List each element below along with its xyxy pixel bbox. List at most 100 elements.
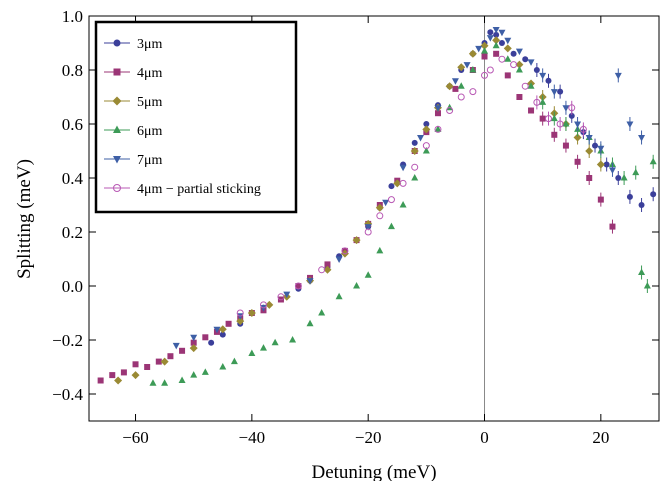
data-point xyxy=(131,371,140,380)
legend-marker xyxy=(113,39,121,47)
legend-label: 3μm xyxy=(137,37,163,52)
data-point xyxy=(434,125,442,133)
data-point xyxy=(294,282,302,290)
y-tick-label: 1.0 xyxy=(62,7,83,26)
data-point xyxy=(376,246,384,254)
data-point xyxy=(259,344,267,351)
data-point xyxy=(335,256,343,263)
x-tick-label: −20 xyxy=(355,428,382,447)
x-tick-label: 20 xyxy=(592,428,609,447)
legend: 3μm 4μm 5μm 6μm 7μm 4μm − partial sticking xyxy=(94,20,298,214)
data-point xyxy=(323,265,332,274)
data-point xyxy=(230,357,238,365)
data-point xyxy=(515,66,523,73)
y-tick-label: 0.4 xyxy=(62,169,84,188)
data-point xyxy=(545,77,552,84)
y-tick-label: 0.2 xyxy=(62,223,83,242)
data-point xyxy=(504,37,512,45)
data-point xyxy=(486,35,494,42)
data-point xyxy=(179,347,186,354)
legend-label: 4μm − partial sticking xyxy=(137,182,261,197)
y-ticks: −0.4 −0.2 0.0 0.2 0.4 0.6 0.8 1.0 xyxy=(52,7,659,404)
data-point xyxy=(388,183,395,190)
data-point xyxy=(556,120,564,128)
data-point xyxy=(213,326,221,334)
y-tick-label: −0.2 xyxy=(52,331,83,350)
plot-area: −60 −40 −20 0 20 −0.4 −0.2 0.0 0.2 0.4 0.6 0.8 1.0 xyxy=(52,7,660,447)
data-point xyxy=(481,53,488,60)
data-point xyxy=(417,135,425,142)
data-point xyxy=(539,98,547,105)
legend-label: 6μm xyxy=(137,124,163,139)
data-point xyxy=(649,157,657,165)
data-point xyxy=(638,202,645,208)
data-point xyxy=(434,105,442,112)
data-point xyxy=(411,139,418,146)
data-point xyxy=(382,199,390,207)
data-point xyxy=(521,82,529,90)
data-point xyxy=(277,293,285,301)
data-point xyxy=(626,121,634,128)
data-point xyxy=(161,379,169,386)
data-point xyxy=(219,363,227,370)
data-point xyxy=(533,98,541,106)
data-point xyxy=(480,41,489,50)
data-point xyxy=(190,334,198,342)
legend-box xyxy=(94,20,298,214)
data-point xyxy=(114,376,123,385)
x-axis-title: Detuning (meV) xyxy=(311,462,436,481)
data-point xyxy=(393,179,402,188)
data-point xyxy=(324,261,331,268)
data-point xyxy=(586,175,593,181)
data-point xyxy=(539,115,546,122)
data-point xyxy=(225,320,232,327)
data-point xyxy=(422,147,430,154)
data-point xyxy=(219,331,226,338)
data-point xyxy=(190,339,197,346)
data-point xyxy=(132,361,139,368)
data-point xyxy=(208,339,215,346)
data-point xyxy=(585,135,593,142)
data-point xyxy=(463,62,471,69)
data-point xyxy=(597,145,605,153)
data-point xyxy=(364,224,372,231)
data-point xyxy=(399,201,407,208)
data-point xyxy=(202,334,209,341)
legend-label: 5μm xyxy=(137,95,163,110)
data-point xyxy=(434,110,441,117)
data-point xyxy=(550,89,558,96)
data-point xyxy=(451,78,459,85)
data-point xyxy=(632,168,640,176)
data-point xyxy=(265,300,274,309)
data-point xyxy=(615,175,622,181)
data-point xyxy=(596,160,605,169)
data-point xyxy=(341,247,349,255)
series-5 xyxy=(172,27,646,350)
data-point xyxy=(422,125,431,134)
data-point xyxy=(510,61,518,69)
data-point xyxy=(551,131,558,138)
data-point xyxy=(201,368,209,375)
data-point xyxy=(493,50,500,57)
data-point xyxy=(608,167,616,174)
data-point xyxy=(527,59,535,66)
data-point xyxy=(144,364,151,370)
data-point xyxy=(364,271,372,278)
data-point xyxy=(364,228,372,236)
data-point xyxy=(481,47,489,54)
data-point xyxy=(155,358,162,365)
data-point xyxy=(650,191,657,198)
data-point xyxy=(574,158,581,165)
data-point xyxy=(352,236,361,245)
data-point xyxy=(562,105,570,112)
data-point xyxy=(353,282,361,289)
data-point xyxy=(579,125,587,133)
data-point xyxy=(306,278,314,285)
y-tick-label: 0.0 xyxy=(62,277,83,296)
data-point xyxy=(399,164,407,172)
data-point xyxy=(522,56,529,63)
data-point xyxy=(487,29,494,36)
data-point xyxy=(486,66,494,74)
legend-marker xyxy=(113,156,121,164)
